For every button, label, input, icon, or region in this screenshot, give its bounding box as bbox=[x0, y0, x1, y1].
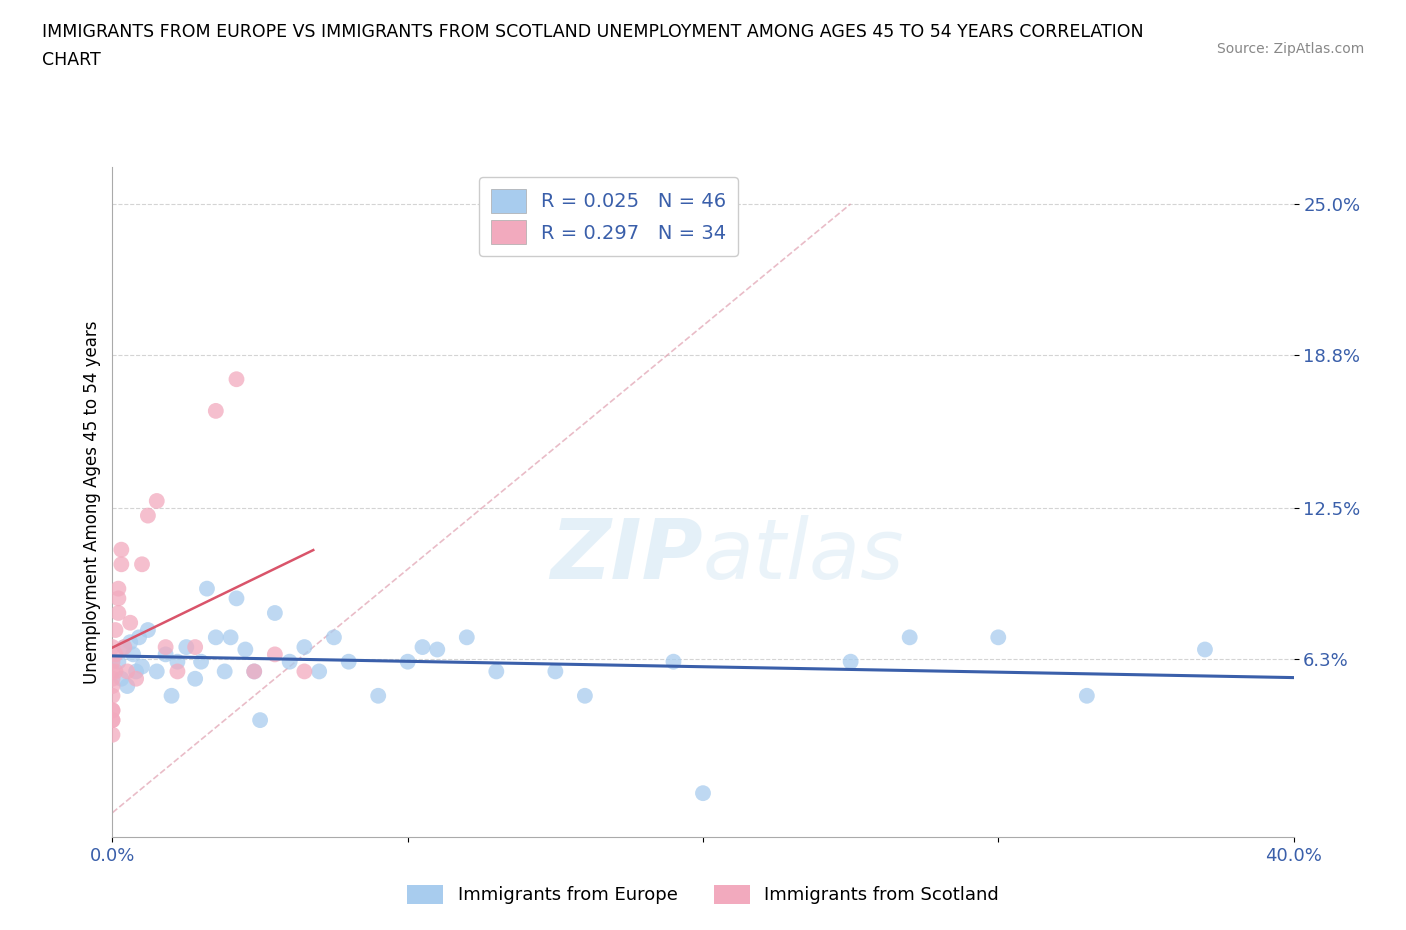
Point bbox=[101, 688, 124, 703]
Point bbox=[692, 786, 714, 801]
Point bbox=[101, 703, 124, 718]
Text: CHART: CHART bbox=[42, 51, 101, 69]
Point bbox=[292, 640, 315, 655]
Legend: Immigrants from Europe, Immigrants from Scotland: Immigrants from Europe, Immigrants from … bbox=[399, 878, 1007, 911]
Point bbox=[1194, 642, 1216, 657]
Point bbox=[174, 640, 197, 655]
Point bbox=[249, 712, 271, 727]
Point bbox=[101, 727, 124, 742]
Point bbox=[107, 654, 129, 669]
Point bbox=[308, 664, 330, 679]
Point bbox=[205, 630, 228, 644]
Point bbox=[110, 671, 132, 686]
Point bbox=[112, 640, 135, 655]
Point bbox=[131, 659, 153, 674]
Point bbox=[128, 630, 150, 644]
Point bbox=[155, 647, 177, 662]
Point bbox=[104, 664, 127, 679]
Point bbox=[205, 404, 228, 418]
Point bbox=[195, 581, 218, 596]
Point bbox=[166, 654, 188, 669]
Point bbox=[214, 664, 236, 679]
Point bbox=[839, 654, 862, 669]
Point bbox=[101, 703, 124, 718]
Point bbox=[190, 654, 212, 669]
Point bbox=[233, 642, 256, 657]
Point bbox=[104, 622, 127, 637]
Point bbox=[243, 664, 266, 679]
Point bbox=[112, 640, 135, 655]
Point bbox=[125, 664, 148, 679]
Point bbox=[485, 664, 508, 679]
Point bbox=[122, 647, 145, 662]
Point bbox=[101, 712, 124, 727]
Point bbox=[101, 712, 124, 727]
Point bbox=[125, 671, 148, 686]
Y-axis label: Unemployment Among Ages 45 to 54 years: Unemployment Among Ages 45 to 54 years bbox=[83, 321, 101, 684]
Text: IMMIGRANTS FROM EUROPE VS IMMIGRANTS FROM SCOTLAND UNEMPLOYMENT AMONG AGES 45 TO: IMMIGRANTS FROM EUROPE VS IMMIGRANTS FRO… bbox=[42, 23, 1144, 41]
Point bbox=[107, 605, 129, 620]
Point bbox=[155, 640, 177, 655]
Point bbox=[987, 630, 1010, 644]
Point bbox=[1076, 688, 1098, 703]
Point bbox=[225, 591, 247, 605]
Point bbox=[107, 591, 129, 605]
Point bbox=[117, 679, 138, 694]
Point bbox=[136, 622, 159, 637]
Point bbox=[662, 654, 685, 669]
Point bbox=[456, 630, 478, 644]
Point bbox=[146, 494, 169, 509]
Point bbox=[323, 630, 346, 644]
Point bbox=[544, 664, 567, 679]
Point bbox=[292, 664, 315, 679]
Point bbox=[146, 664, 169, 679]
Legend: R = 0.025   N = 46, R = 0.297   N = 34: R = 0.025 N = 46, R = 0.297 N = 34 bbox=[479, 177, 738, 256]
Point bbox=[219, 630, 242, 644]
Point bbox=[166, 664, 188, 679]
Text: ZIP: ZIP bbox=[550, 515, 703, 596]
Point bbox=[184, 671, 207, 686]
Text: atlas: atlas bbox=[703, 515, 904, 596]
Point bbox=[184, 640, 207, 655]
Point bbox=[120, 616, 142, 631]
Point bbox=[264, 647, 287, 662]
Point bbox=[101, 679, 124, 694]
Point bbox=[396, 654, 419, 669]
Point bbox=[574, 688, 596, 703]
Point bbox=[101, 640, 124, 655]
Point bbox=[367, 688, 389, 703]
Point bbox=[136, 508, 159, 523]
Point bbox=[898, 630, 921, 644]
Point bbox=[278, 654, 301, 669]
Point bbox=[426, 642, 449, 657]
Point bbox=[110, 542, 132, 557]
Point bbox=[110, 557, 132, 572]
Point bbox=[101, 671, 124, 686]
Point bbox=[117, 664, 138, 679]
Point bbox=[160, 688, 183, 703]
Point bbox=[225, 372, 247, 387]
Point bbox=[131, 557, 153, 572]
Point bbox=[107, 581, 129, 596]
Point bbox=[101, 654, 124, 669]
Text: Source: ZipAtlas.com: Source: ZipAtlas.com bbox=[1216, 42, 1364, 56]
Point bbox=[104, 647, 127, 662]
Point bbox=[243, 664, 266, 679]
Point bbox=[337, 654, 360, 669]
Point bbox=[411, 640, 433, 655]
Point bbox=[120, 635, 142, 650]
Point bbox=[101, 664, 124, 679]
Point bbox=[264, 605, 287, 620]
